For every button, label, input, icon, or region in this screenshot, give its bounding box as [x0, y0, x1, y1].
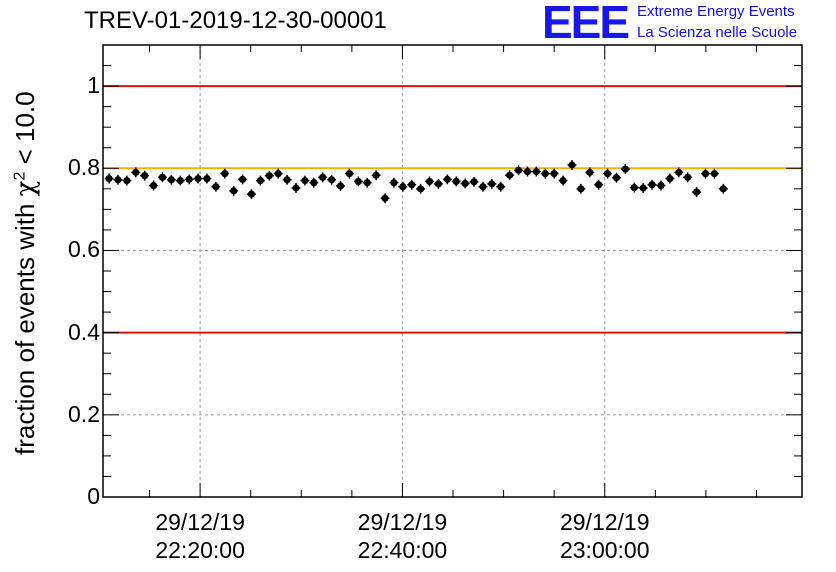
chart-title: TREV-01-2019-12-30-00001 — [84, 7, 387, 34]
data-point — [408, 181, 416, 189]
data-point — [336, 182, 345, 190]
y-tick-label: 0 — [87, 483, 100, 509]
data-point — [648, 181, 656, 189]
data-point — [434, 180, 443, 188]
eee-logo: EEE Extreme Energy Events La Scienza nel… — [540, 0, 830, 48]
y-axis-label-prefix: fraction of events with — [10, 196, 40, 455]
data-point — [105, 174, 113, 183]
data-point — [470, 178, 478, 186]
data-point — [292, 184, 300, 192]
y-tick-label: 1 — [87, 72, 100, 99]
data-point — [310, 179, 318, 187]
data-point — [194, 174, 202, 183]
x-tick-label: 29/12/19 22:40:00 — [332, 508, 472, 564]
data-point — [506, 171, 514, 179]
data-point — [363, 179, 371, 187]
data-point — [488, 180, 496, 188]
data-point — [595, 181, 603, 189]
data-point — [283, 176, 291, 184]
plot-frame — [102, 44, 803, 498]
y-tick-label: 0.8 — [68, 154, 100, 181]
data-point — [149, 181, 158, 190]
data-point — [274, 170, 282, 178]
data-point — [701, 170, 710, 178]
data-point — [675, 168, 683, 176]
logo-line-2: La Scienza nelle Scuole — [637, 24, 798, 41]
data-point — [577, 185, 585, 193]
data-point — [603, 170, 612, 178]
data-point — [345, 170, 354, 178]
data-point — [514, 166, 523, 174]
data-point — [586, 168, 594, 176]
eee-logo-mark: EEE — [542, 0, 630, 48]
chi-exponent: 2 — [11, 171, 29, 181]
data-point — [221, 170, 229, 178]
data-point — [719, 185, 727, 193]
data-point — [559, 177, 567, 185]
x-tick-label: 29/12/19 22:20:00 — [130, 508, 270, 564]
data-point — [372, 171, 380, 179]
y-tick-label: 0.6 — [68, 236, 100, 263]
data-point — [390, 179, 398, 187]
data-point — [479, 183, 487, 191]
y-tick-label: 0.4 — [68, 318, 100, 345]
data-point — [692, 188, 701, 196]
data-point — [185, 175, 193, 183]
chi-symbol: χ — [11, 180, 41, 197]
data-point — [354, 177, 362, 186]
data-point — [203, 174, 211, 183]
data-point — [666, 174, 674, 183]
data-point — [425, 177, 434, 186]
data-point — [238, 175, 247, 183]
x-tick-date: 29/12/19 — [357, 509, 448, 535]
data-point — [630, 183, 638, 192]
data-point — [381, 194, 389, 202]
data-point — [710, 170, 718, 178]
data-point — [452, 177, 460, 186]
data-point — [123, 177, 131, 185]
data-point — [657, 181, 665, 190]
x-tick-time: 22:20:00 — [155, 537, 245, 563]
data-point — [399, 183, 407, 191]
data-point — [256, 177, 265, 185]
data-point — [141, 172, 149, 180]
data-point — [114, 176, 122, 184]
data-point — [132, 168, 140, 176]
data-point — [167, 176, 175, 184]
data-point — [532, 167, 540, 176]
y-axis-label-suffix: < 10.0 — [10, 91, 40, 172]
data-point — [176, 177, 184, 185]
data-point — [265, 172, 273, 180]
data-point — [461, 179, 469, 188]
x-tick-date: 29/12/19 — [559, 509, 650, 535]
data-point — [230, 187, 238, 195]
data-point — [158, 173, 167, 181]
data-point — [497, 183, 505, 191]
y-axis-label: fraction of events with χ2 < 10.0 — [10, 35, 41, 455]
data-point — [541, 170, 549, 178]
data-point — [247, 190, 256, 198]
x-tick-time: 22:40:00 — [357, 537, 448, 563]
y-tick-label: 0.2 — [68, 400, 100, 427]
data-point — [568, 161, 576, 169]
data-point — [328, 176, 336, 184]
x-tick-time: 23:00:00 — [559, 537, 650, 563]
data-point — [612, 174, 621, 182]
data-point — [212, 183, 220, 191]
data-point — [621, 165, 629, 173]
data-point — [301, 177, 309, 185]
data-point — [550, 170, 558, 178]
data-point — [319, 173, 327, 181]
data-point — [639, 184, 647, 192]
x-tick-date: 29/12/19 — [155, 509, 245, 535]
logo-line-1: Extreme Energy Events — [637, 3, 795, 20]
data-point — [443, 175, 451, 183]
data-point — [523, 167, 532, 176]
x-tick-label: 29/12/19 23:00:00 — [535, 508, 675, 564]
data-point — [684, 173, 692, 181]
data-point — [417, 185, 425, 193]
